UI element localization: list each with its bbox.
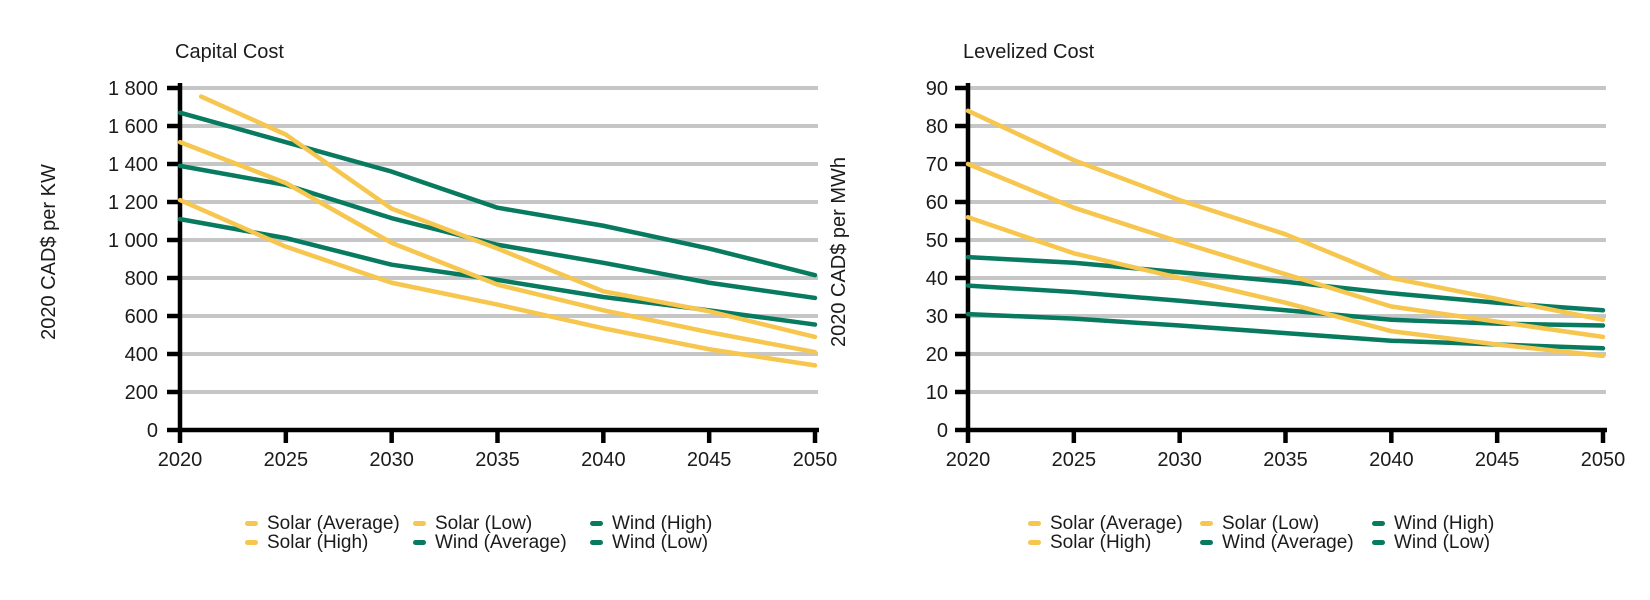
x-tick-label: 2040: [1369, 449, 1414, 471]
series-line-solar-average: [177, 139, 818, 355]
legend-label: Wind (Average): [435, 532, 567, 553]
legend-label: Solar (High): [267, 532, 369, 553]
legend-label: Solar (Low): [435, 513, 533, 534]
x-tick-label: 2050: [1581, 449, 1626, 471]
wind-swatch-icon: [590, 521, 603, 526]
y-axis-label: 2020 CAD$ per KW: [38, 164, 60, 340]
wind-swatch-icon: [590, 540, 603, 545]
series-line-wind-low: [965, 311, 1606, 351]
legend-label: Wind (Low): [1394, 532, 1491, 553]
y-tick-label: 50: [926, 230, 948, 252]
y-tick-label: 0: [937, 420, 948, 442]
legend-item-wind-high[interactable]: Wind (High): [590, 514, 712, 533]
chart-title: Levelized Cost: [963, 41, 1095, 63]
y-tick-label: 800: [125, 268, 158, 290]
legend-item-wind-low[interactable]: Wind (Low): [590, 533, 712, 552]
legend-levelized-cost: Solar (Average) Solar (Low) Wind (High) Sol…: [1028, 514, 1494, 552]
legend-item-wind-average[interactable]: Wind (Average): [1200, 533, 1372, 552]
x-tick-label: 2050: [793, 449, 838, 471]
y-tick-label: 1 800: [108, 78, 158, 100]
y-tick-label: 30: [926, 306, 948, 328]
x-tick-label: 2045: [687, 449, 732, 471]
legend-label: Wind (High): [612, 513, 713, 534]
legend-label: Wind (High): [1394, 513, 1495, 534]
solar-swatch-icon: [413, 521, 426, 526]
legend-label: Solar (Low): [1222, 513, 1320, 534]
x-tick-label: 2030: [369, 449, 414, 471]
series-line-wind-high: [177, 110, 818, 278]
legend-item-solar-average[interactable]: Solar (Average): [1028, 514, 1200, 533]
y-tick-label: 40: [926, 268, 948, 290]
legend-item-wind-high[interactable]: Wind (High): [1372, 514, 1494, 533]
legend-label: Solar (Average): [267, 513, 400, 534]
chart-title: Capital Cost: [175, 41, 284, 63]
solar-swatch-icon: [1200, 521, 1213, 526]
wind-swatch-icon: [1372, 521, 1385, 526]
x-tick-label: 2035: [1263, 449, 1308, 471]
wind-swatch-icon: [413, 540, 426, 545]
y-tick-label: 70: [926, 154, 948, 176]
y-tick-label: 400: [125, 344, 158, 366]
legend-item-wind-average[interactable]: Wind (Average): [413, 533, 590, 552]
solar-swatch-icon: [245, 521, 258, 526]
series-line-solar-high: [198, 94, 818, 340]
y-tick-label: 90: [926, 78, 948, 100]
y-axis-label: 2020 CAD$ per MWh: [828, 157, 850, 347]
x-tick-label: 2040: [581, 449, 626, 471]
solar-swatch-icon: [1028, 540, 1041, 545]
legend-item-solar-high[interactable]: Solar (High): [1028, 533, 1200, 552]
solar-swatch-icon: [1028, 521, 1041, 526]
y-tick-label: 80: [926, 116, 948, 138]
legend-item-solar-average[interactable]: Solar (Average): [245, 514, 413, 533]
legend-item-solar-low[interactable]: Solar (Low): [1200, 514, 1372, 533]
wind-swatch-icon: [1372, 540, 1385, 545]
legend-item-wind-low[interactable]: Wind (Low): [1372, 533, 1494, 552]
legend-item-solar-high[interactable]: Solar (High): [245, 533, 413, 552]
y-tick-label: 1 400: [108, 154, 158, 176]
x-tick-label: 2025: [1052, 449, 1097, 471]
series-line-solar-low: [965, 214, 1606, 359]
y-tick-label: 0: [147, 420, 158, 442]
series-line-solar-high: [965, 108, 1606, 323]
x-tick-label: 2030: [1157, 449, 1202, 471]
x-tick-label: 2020: [158, 449, 203, 471]
legend-capital-cost: Solar (Average) Solar (Low) Wind (High) Sol…: [245, 514, 712, 552]
y-tick-label: 10: [926, 382, 948, 404]
x-tick-label: 2025: [264, 449, 309, 471]
wind-swatch-icon: [1200, 540, 1213, 545]
y-tick-label: 1 200: [108, 192, 158, 214]
series-line-solar-average: [965, 161, 1606, 340]
legend-label: Solar (High): [1050, 532, 1152, 553]
series-line-wind-low: [177, 216, 818, 327]
x-tick-label: 2020: [946, 449, 991, 471]
legend-label: Solar (Average): [1050, 513, 1183, 534]
series-line-solar-low: [177, 197, 818, 368]
y-tick-label: 200: [125, 382, 158, 404]
y-tick-label: 600: [125, 306, 158, 328]
y-tick-label: 60: [926, 192, 948, 214]
legend-item-solar-low[interactable]: Solar (Low): [413, 514, 590, 533]
legend-label: Wind (Average): [1222, 532, 1354, 553]
series-line-wind-high: [965, 254, 1606, 313]
y-tick-label: 1 000: [108, 230, 158, 252]
y-tick-label: 1 600: [108, 116, 158, 138]
solar-swatch-icon: [245, 540, 258, 545]
legend-label: Wind (Low): [612, 532, 709, 553]
y-tick-label: 20: [926, 344, 948, 366]
x-tick-label: 2045: [1475, 449, 1520, 471]
x-tick-label: 2035: [475, 449, 520, 471]
